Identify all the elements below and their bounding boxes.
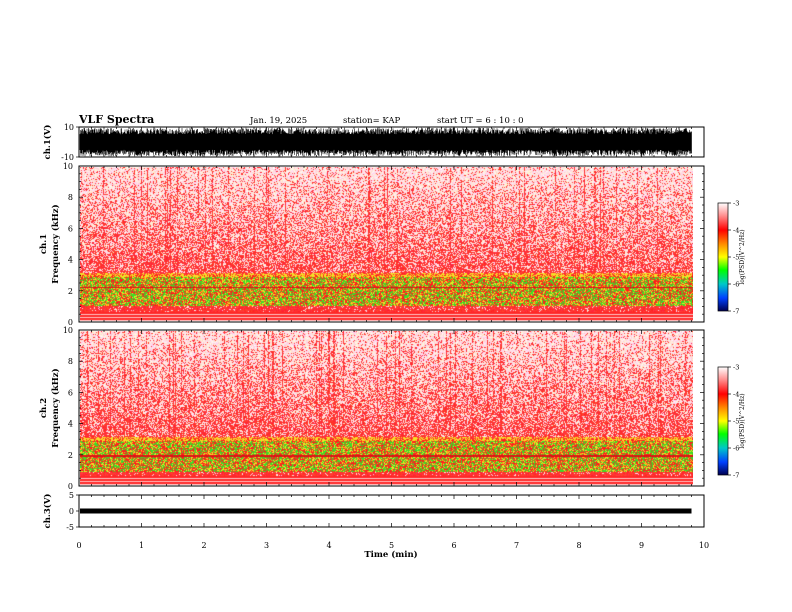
colorbar-tick-label: -4 xyxy=(733,391,739,399)
time-tick-label: 2 xyxy=(201,541,206,550)
ch2-spectrogram-ylabel: Frequency (kHz) xyxy=(50,368,61,447)
ch2-spectrogram-ylabel-channel: ch.2 xyxy=(39,398,49,418)
freq-tick-label: 6 xyxy=(68,388,73,397)
colorbar-tick-label: -5 xyxy=(733,418,739,426)
ch1-spectrogram-ylabel-channel: ch.1 xyxy=(39,234,49,254)
freq-tick-label: 0 xyxy=(68,318,73,327)
ch1-spectrogram-image xyxy=(80,167,693,321)
ch2-colorbar-ticks: -3 -4 -5 -6 -7 xyxy=(728,364,739,480)
time-tick-label: 10 xyxy=(699,541,709,550)
ch1-spectrogram-ylabel: Frequency (kHz) xyxy=(50,204,61,283)
ch1-ytick-top: 10 xyxy=(64,123,74,132)
time-tick-label: 9 xyxy=(639,541,644,550)
freq-tick-label: 6 xyxy=(68,224,73,233)
freq-tick-label: 2 xyxy=(68,451,73,460)
freq-tick-label: 8 xyxy=(68,357,73,366)
time-axis-label: Time (min) xyxy=(364,549,417,560)
colorbar-tick-label: -4 xyxy=(733,227,739,235)
date-label: Jan. 19, 2025 xyxy=(249,116,307,126)
ch1-ytick-bottom: -10 xyxy=(61,153,74,162)
ch2-colorbar xyxy=(717,366,729,476)
freq-tick-label: 10 xyxy=(63,162,73,171)
time-axis: 0 1 2 3 4 5 6 7 8 9 10 xyxy=(76,127,709,550)
ch3-ytick-top: 5 xyxy=(69,491,74,500)
ch3-ytick-mid: 0 xyxy=(69,507,74,516)
time-tick-label: 7 xyxy=(514,541,519,550)
ch1-colorbar-ticks: -3 -4 -5 -6 -7 xyxy=(728,200,739,316)
ch3-waveform-trace xyxy=(80,508,692,514)
ch1-colorbar xyxy=(717,202,729,312)
freq-tick-label: 2 xyxy=(68,287,73,296)
freq-tick-label: 4 xyxy=(68,420,73,429)
freq-tick-label: 4 xyxy=(68,256,73,265)
time-tick-label: 6 xyxy=(451,541,456,550)
time-tick-label: 1 xyxy=(139,541,144,550)
ch1-waveform-trace xyxy=(79,127,692,157)
colorbar-tick-label: -5 xyxy=(733,254,739,262)
colorbar-tick-label: -7 xyxy=(733,308,739,316)
freq-tick-label: 10 xyxy=(63,326,73,335)
colorbar-tick-label: -6 xyxy=(733,281,739,289)
ch2-colorbar-label: log(PSD)(V^2/Hz) xyxy=(739,393,746,448)
time-tick-label: 5 xyxy=(389,541,394,550)
colorbar-tick-label: -3 xyxy=(733,364,739,372)
time-tick-label: 4 xyxy=(326,541,331,550)
freq-tick-label: 8 xyxy=(68,193,73,202)
start-time-label: start UT = 6 : 10 : 0 xyxy=(437,116,524,126)
ch3-waveform-ylabel: ch.3(V) xyxy=(42,494,53,529)
colorbar-tick-label: -6 xyxy=(733,445,739,453)
station-label: station= KAP xyxy=(343,116,401,126)
time-tick-label: 0 xyxy=(76,541,81,550)
ch1-colorbar-label: log(PSD)(V^2/Hz) xyxy=(739,229,746,284)
time-tick-label: 8 xyxy=(576,541,581,550)
ch2-spectrogram-image xyxy=(80,331,693,485)
colorbar-tick-label: -7 xyxy=(733,472,739,480)
ch3-waveform-plot xyxy=(76,494,692,528)
colorbar-tick-label: -3 xyxy=(733,200,739,208)
ch1-waveform-plot xyxy=(76,126,692,158)
freq-tick-label: 0 xyxy=(68,482,73,491)
ch3-ytick-bottom: -5 xyxy=(66,523,74,532)
figure-title: VLF Spectra xyxy=(78,113,154,126)
time-tick-label: 3 xyxy=(264,541,269,550)
ch1-waveform-ylabel: ch.1(V) xyxy=(42,125,53,160)
